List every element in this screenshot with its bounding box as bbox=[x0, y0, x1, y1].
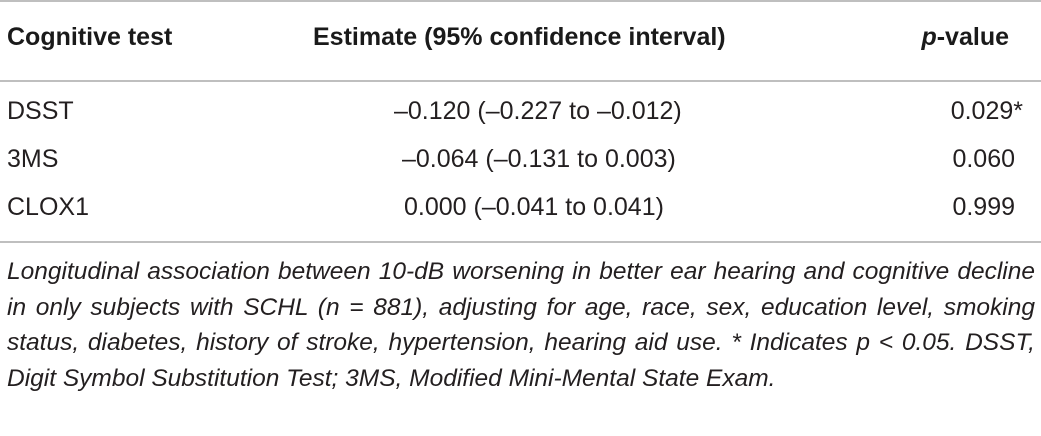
row-p-value: 0.029* bbox=[950, 97, 1023, 125]
header-estimate: Estimate (95% confidence interval) bbox=[313, 23, 726, 51]
table-row: 3MS –0.064 (–0.131 to 0.003) 0.060 bbox=[0, 145, 1041, 185]
table-header-row: Cognitive test Estimate (95% confidence … bbox=[0, 23, 1041, 63]
table-header-rule bbox=[0, 80, 1041, 82]
row-p-value: 0.060 bbox=[952, 145, 1015, 173]
table-row: CLOX1 0.000 (–0.041 to 0.041) 0.999 bbox=[0, 193, 1041, 233]
row-estimate: –0.120 (–0.227 to –0.012) bbox=[394, 97, 682, 125]
header-cognitive-test: Cognitive test bbox=[7, 23, 173, 51]
row-estimate: –0.064 (–0.131 to 0.003) bbox=[402, 145, 676, 173]
row-test-name: 3MS bbox=[7, 145, 59, 173]
row-test-name: CLOX1 bbox=[7, 193, 89, 221]
header-p-italic: p bbox=[921, 23, 937, 51]
header-p-value: p-value bbox=[921, 23, 1009, 52]
table-caption: Longitudinal association between 10-dB w… bbox=[7, 258, 1035, 392]
table-bottom-rule bbox=[0, 241, 1041, 243]
row-estimate: 0.000 (–0.041 to 0.041) bbox=[404, 193, 664, 221]
row-test-name: DSST bbox=[7, 97, 74, 125]
row-p-value: 0.999 bbox=[952, 193, 1015, 221]
table-row: DSST –0.120 (–0.227 to –0.012) 0.029* bbox=[0, 97, 1041, 137]
header-p-suffix: -value bbox=[936, 23, 1009, 51]
table-top-rule bbox=[0, 0, 1041, 2]
